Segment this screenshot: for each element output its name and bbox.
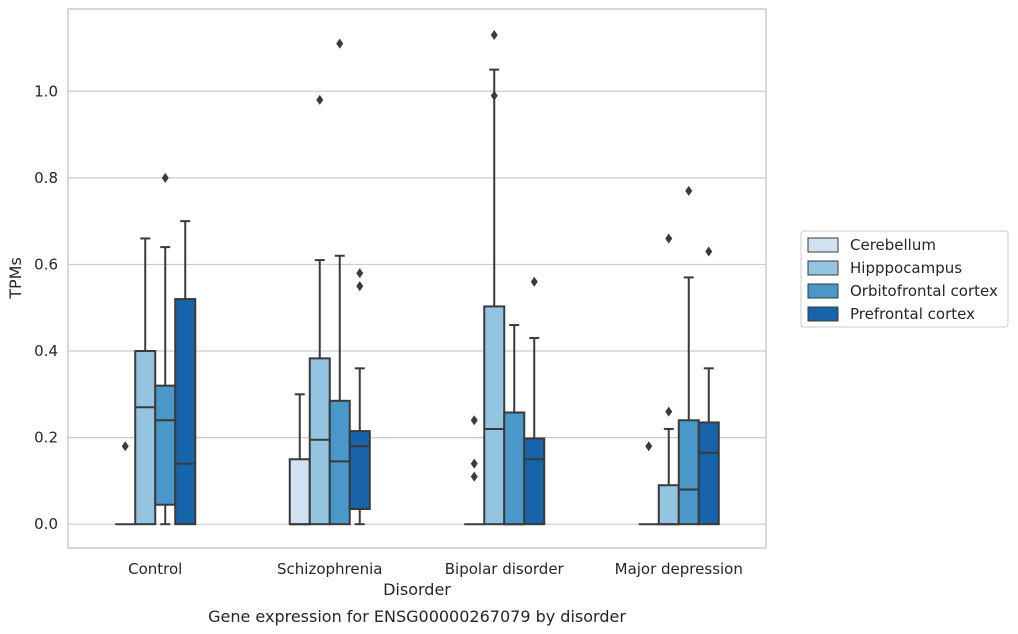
chart-caption: Gene expression for ENSG00000267079 by d… <box>208 607 626 626</box>
x-tick-label: Control <box>128 560 182 578</box>
outlier-point <box>470 471 478 482</box>
outlier-point <box>685 185 693 196</box>
x-tick-labels: Control Schizophrenia Bipolar disorder Majo… <box>128 560 743 578</box>
legend-swatch <box>807 283 839 299</box>
box-body <box>288 458 311 526</box>
legend-frame <box>800 230 1009 328</box>
box-cerebellum <box>288 393 311 526</box>
outlier-point <box>530 276 538 287</box>
outlier-point <box>665 406 673 417</box>
outlier-point <box>161 172 169 183</box>
legend-label: Cerebellum <box>850 236 936 254</box>
legend-label: Orbitofrontal cortex <box>850 282 998 300</box>
box-body <box>134 350 157 526</box>
y-tick-label: 0.2 <box>34 429 58 447</box>
outlier-point <box>356 268 364 279</box>
outlier-point <box>470 415 478 426</box>
box-body <box>697 421 720 526</box>
legend: Cerebellum Hipppocampus Orbitofrontal cort… <box>800 230 1009 328</box>
box-prefrontal-cortex <box>348 268 371 526</box>
box-cerebellum <box>115 441 136 526</box>
outlier-point <box>645 441 653 452</box>
box-cerebellum <box>638 441 659 526</box>
outlier-point <box>121 441 129 452</box>
box-prefrontal-cortex <box>523 276 546 526</box>
y-tick-label: 0.0 <box>34 515 58 533</box>
legend-swatch <box>807 306 839 322</box>
outlier-point <box>705 246 713 257</box>
legend-label: Hipppocampus <box>850 259 962 277</box>
x-tick-label: Bipolar disorder <box>445 560 565 578</box>
outlier-point <box>316 94 324 105</box>
y-tick-labels: 0.0 0.2 0.4 0.6 0.8 1.0 <box>34 82 58 533</box>
y-tick-label: 0.4 <box>34 342 58 360</box>
outlier-point <box>665 233 673 244</box>
box-hipppocampus <box>483 29 506 526</box>
outlier-point <box>336 38 344 49</box>
x-axis-title: Disorder <box>383 580 451 599</box>
y-tick-label: 0.6 <box>34 255 58 273</box>
box-prefrontal-cortex <box>697 246 720 526</box>
box-groups <box>115 29 720 526</box>
outlier-point <box>490 29 498 40</box>
box-body <box>348 430 371 511</box>
box-body <box>174 298 197 526</box>
box-body <box>503 411 526 526</box>
box-body <box>328 399 351 526</box>
box-body <box>483 305 506 526</box>
box-prefrontal-cortex <box>174 220 197 526</box>
box-cerebellum <box>464 415 485 526</box>
box-orbitofrontal-cortex <box>677 185 700 526</box>
box-body <box>677 419 700 526</box>
y-tick-label: 0.8 <box>34 169 58 187</box>
x-tick-label: Schizophrenia <box>277 560 382 578</box>
y-axis-title: TPMs <box>6 257 25 300</box>
x-tick-label: Major depression <box>615 560 743 578</box>
legend-label: Prefrontal cortex <box>850 305 975 323</box>
box-body <box>154 384 177 506</box>
box-body <box>308 357 331 526</box>
legend-swatch <box>807 237 839 253</box>
outlier-point <box>470 458 478 469</box>
box-hipppocampus <box>134 237 157 526</box>
y-tick-label: 1.0 <box>34 82 58 100</box>
box-body <box>657 484 680 526</box>
outlier-point <box>356 281 364 292</box>
outlier-point <box>490 90 498 101</box>
legend-swatch <box>807 260 839 276</box>
box-body <box>523 437 546 526</box>
